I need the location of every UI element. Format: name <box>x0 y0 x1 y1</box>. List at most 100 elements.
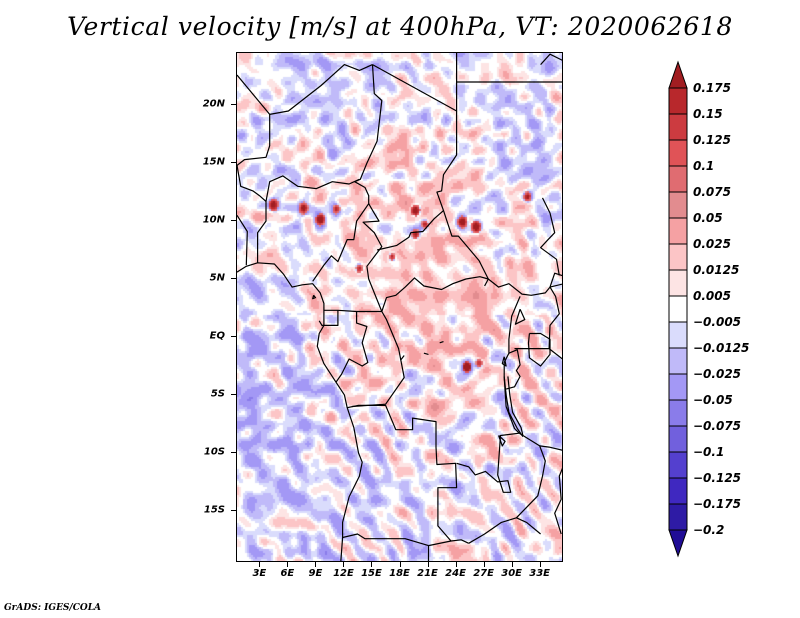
colorbar-level-label: 0.125 <box>693 133 731 147</box>
x-tick-label: 30E <box>501 568 522 579</box>
colorbar-swatch <box>668 191 688 219</box>
colorbar-extend-max <box>668 60 688 89</box>
country-border-line <box>237 262 363 561</box>
country-border-line <box>554 467 562 535</box>
country-border-line <box>498 435 506 447</box>
colorbar-swatch <box>668 373 688 401</box>
y-tick-mark <box>231 278 236 280</box>
y-tick-label: 5S <box>210 388 225 400</box>
country-border-line <box>257 201 267 263</box>
country-border-line <box>362 203 383 312</box>
country-border-line <box>503 376 524 438</box>
country-border-line <box>468 517 541 544</box>
country-border-line <box>503 296 521 434</box>
colorbar-level-label: 0.025 <box>693 237 731 251</box>
y-tick-label: EQ <box>209 330 225 342</box>
country-border-line <box>539 445 562 451</box>
colorbar-swatch <box>668 295 688 323</box>
colorbar-level-label: 0.1 <box>693 159 715 173</box>
y-tick-label: 5N <box>209 272 225 284</box>
colorbar-level-label: −0.2 <box>693 523 725 537</box>
country-border-line <box>436 111 489 287</box>
y-tick-mark <box>231 451 236 453</box>
grads-credit: GrADS: IGES/COLA <box>4 603 102 613</box>
country-border-line <box>335 311 369 383</box>
x-tick-label: 3E <box>252 568 267 579</box>
country-border-line <box>439 341 444 344</box>
colorbar-level-label: −0.05 <box>693 393 733 407</box>
x-tick-mark <box>539 562 541 567</box>
colorbar-level-label: 0.05 <box>693 211 723 225</box>
x-tick-label: 33E <box>529 568 551 579</box>
colorbar-level-label: −0.0125 <box>693 341 750 355</box>
country-border-line <box>514 308 526 325</box>
country-border-line <box>237 165 360 202</box>
colorbar-level-label: 0.0125 <box>693 263 740 277</box>
colorbar-swatch <box>668 139 688 167</box>
country-border-line <box>400 355 405 361</box>
colorbar <box>668 60 688 558</box>
colorbar-swatch <box>668 87 688 115</box>
colorbar-level-label: 0.075 <box>693 185 731 199</box>
y-tick-mark <box>231 104 236 106</box>
country-border-line <box>237 114 271 166</box>
x-tick-label: 18E <box>389 568 410 579</box>
colorbar-level-label: 0.175 <box>693 81 731 95</box>
colorbar-swatch <box>668 451 688 479</box>
y-tick-label: 10N <box>202 214 225 226</box>
colorbar-swatch <box>668 425 688 453</box>
x-tick-label: 27E <box>473 568 494 579</box>
colorbar-swatch <box>668 347 688 375</box>
y-tick-label: 15N <box>202 156 225 168</box>
country-border-line <box>354 64 383 204</box>
country-border-line <box>312 203 370 282</box>
country-border-line <box>456 432 520 493</box>
colorbar-swatch <box>668 269 688 297</box>
y-tick-label: 10S <box>203 446 225 458</box>
country-border-line <box>527 332 551 367</box>
colorbar-level-label: −0.175 <box>693 497 742 511</box>
x-tick-label: 24E <box>445 568 466 579</box>
x-tick-mark <box>259 562 261 567</box>
y-tick-mark <box>231 162 236 164</box>
colorbar-level-label: −0.075 <box>693 419 742 433</box>
colorbar-swatch <box>668 321 688 349</box>
country-border-line <box>312 294 317 300</box>
x-tick-mark <box>483 562 485 567</box>
x-tick-mark <box>455 562 457 567</box>
colorbar-extend-min <box>668 529 688 558</box>
country-border-line <box>423 352 429 355</box>
country-border-line <box>237 214 248 266</box>
x-tick-label: 9E <box>308 568 323 579</box>
colorbar-level-label: −0.025 <box>693 367 742 381</box>
country-border-line <box>487 278 562 296</box>
colorbar-swatch <box>668 477 688 505</box>
colorbar-level-label: 0.15 <box>693 107 723 121</box>
x-tick-label: 6E <box>280 568 295 579</box>
x-tick-mark <box>343 562 345 567</box>
x-tick-label: 12E <box>333 568 354 579</box>
country-border-line <box>237 64 373 116</box>
y-tick-label: 15S <box>203 504 225 516</box>
colorbar-level-label: −0.005 <box>693 315 742 329</box>
country-border-line <box>318 310 339 326</box>
y-tick-mark <box>231 220 236 222</box>
vertical-velocity-field <box>237 53 562 561</box>
colorbar-swatch <box>668 165 688 193</box>
y-tick-mark <box>231 335 236 337</box>
colorbar-level-label: −0.1 <box>693 445 725 459</box>
country-border-line <box>376 210 444 251</box>
y-tick-mark <box>231 393 236 395</box>
country-border-line <box>540 197 560 276</box>
colorbar-level-label: −0.125 <box>693 471 742 485</box>
colorbar-swatch <box>668 217 688 245</box>
x-tick-mark <box>427 562 429 567</box>
y-tick-mark <box>231 509 236 511</box>
map-plot-area <box>236 52 563 562</box>
x-tick-mark <box>315 562 317 567</box>
country-border-line <box>540 53 562 66</box>
country-border-line <box>514 348 562 360</box>
country-border-line <box>381 276 489 312</box>
country-border-line <box>515 432 546 519</box>
colorbar-level-label: 0.005 <box>693 289 731 303</box>
